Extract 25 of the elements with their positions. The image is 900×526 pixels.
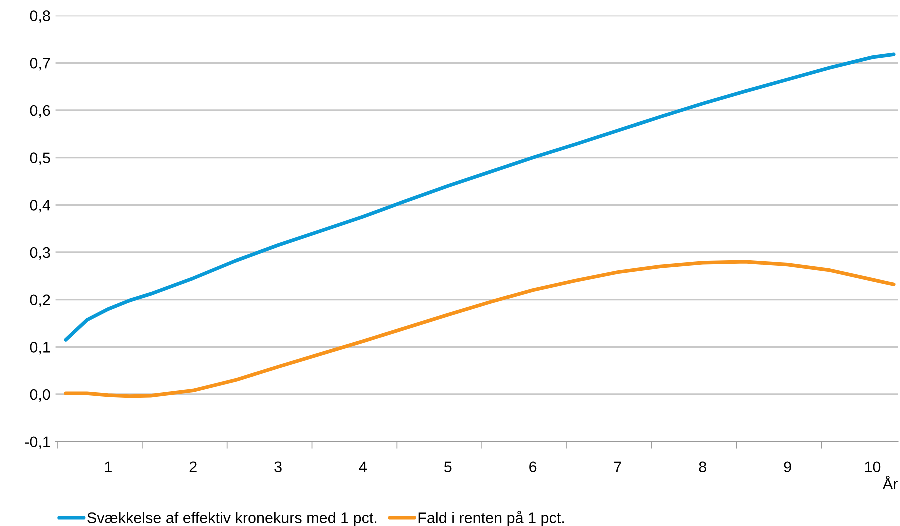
y-tick-label: 0,3 [30,247,50,260]
legend-label: Fald i renten på 1 pct. [418,510,564,526]
x-tick-label: 8 [699,462,706,473]
x-tick-label: 10 [865,462,881,473]
x-tick-label: 7 [614,462,622,472]
y-tick-label: 0,2 [30,294,50,308]
legend-label: Svækkelse af effektiv kronekurs med 1 pct. [88,512,377,526]
x-tick-label: 1 [105,462,112,472]
y-tick-label: 0,4 [30,200,50,213]
x-axis-title: År [882,476,898,490]
x-tick-label: 4 [359,462,368,472]
y-tick-label: 0,6 [30,105,50,118]
x-tick-label: 6 [530,462,537,473]
x-tick-label: 2 [190,462,197,472]
x-tick-label: 5 [444,462,452,473]
line-series [64,52,896,342]
line-series [64,260,896,398]
y-tick-label: -0,1 [25,436,50,450]
y-tick-label: 0,8 [30,10,50,24]
x-tick-label: 3 [274,462,282,473]
y-tick-label: 0,0 [30,389,50,402]
y-tick-label: 0,1 [30,342,50,355]
y-tick-label: 0,7 [30,58,50,71]
x-tick-label: 9 [784,462,792,473]
y-tick-label: 0,5 [30,152,50,166]
